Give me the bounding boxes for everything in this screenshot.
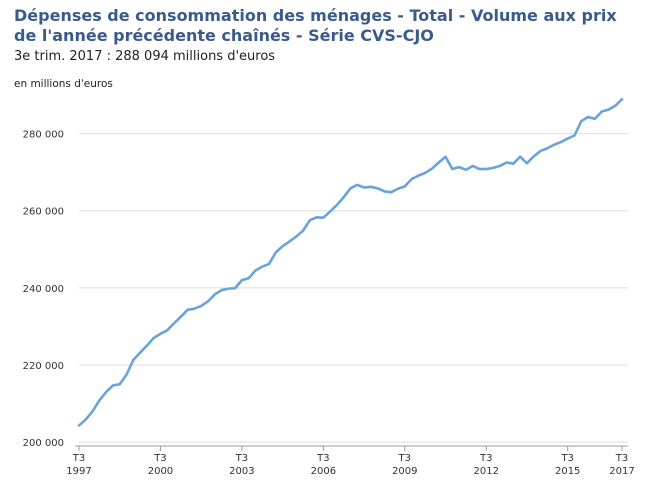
chart-subtitle: 3e trim. 2017 : 288 094 millions d'euros [14, 49, 276, 64]
x-tick-quarter-label: T3 [316, 453, 329, 464]
x-tick-quarter-label: T3 [479, 453, 492, 464]
x-tick-year-label: 2012 [474, 466, 499, 477]
y-axis-unit-label: en millions d'euros [14, 78, 113, 90]
x-tick-quarter-label: T3 [615, 453, 628, 464]
x-tick-year-label: 1997 [66, 466, 91, 477]
x-tick-year-label: 2015 [555, 466, 580, 477]
x-tick-quarter-label: T3 [398, 453, 411, 464]
x-axis-ticks: T3 1997 T3 2000 T3 2003 T3 2006 T3 2009 T3 2012 T3 20… [66, 446, 635, 477]
y-tick-label: 200 000 [23, 438, 64, 449]
x-tick-quarter-label: T3 [153, 453, 166, 464]
gridlines [79, 133, 628, 443]
y-tick-label: 280 000 [23, 130, 64, 141]
series-line [77, 97, 624, 427]
x-tick-year-label: 2006 [311, 466, 336, 477]
chart-title-line-2: de l'année précédente chaînés - Série CV… [14, 26, 434, 45]
x-tick-year-label: 2000 [148, 466, 173, 477]
x-tick-year-label: 2017 [609, 466, 634, 477]
chart-title-line-1: Dépenses de consommation des ménages - T… [14, 6, 617, 25]
chart-title: Dépenses de consommation des ménages - T… [14, 6, 634, 46]
x-tick-year-label: 2009 [392, 466, 417, 477]
y-tick-label: 240 000 [23, 284, 64, 295]
x-tick-quarter-label: T3 [235, 453, 248, 464]
x-tick-year-label: 2003 [229, 466, 254, 477]
x-tick-quarter-label: T3 [72, 453, 85, 464]
y-axis-ticks: 200 000 220 000 240 000 260 000 280 000 [23, 130, 64, 450]
x-tick-quarter-label: T3 [560, 453, 573, 464]
y-tick-label: 260 000 [23, 207, 64, 218]
y-tick-label: 220 000 [23, 361, 64, 372]
